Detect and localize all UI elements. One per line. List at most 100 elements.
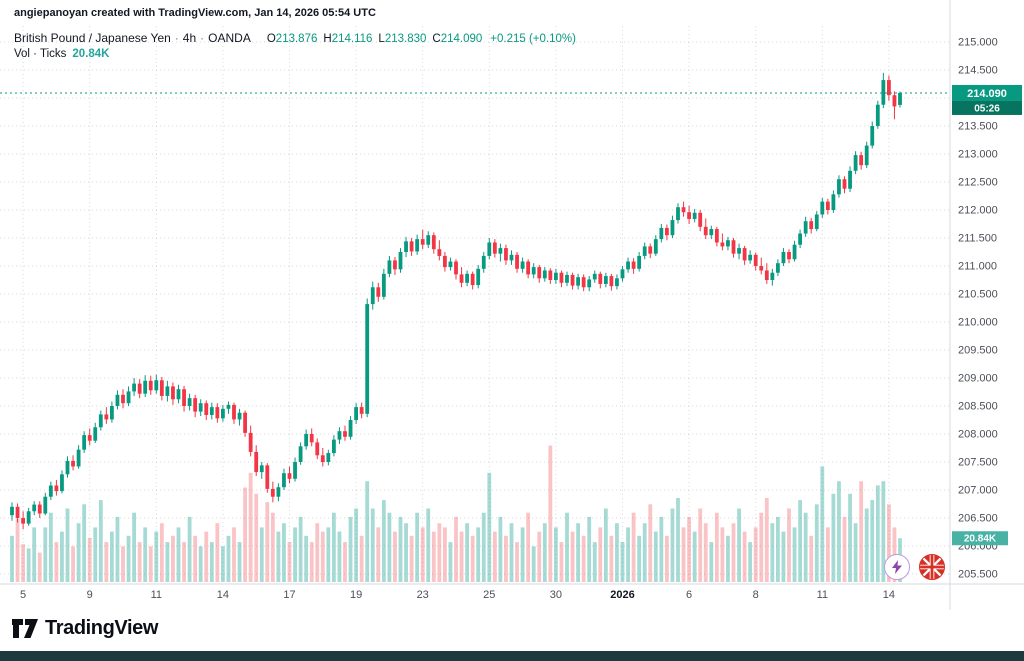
volume-bar[interactable] xyxy=(798,500,802,582)
volume-bar[interactable] xyxy=(165,542,170,582)
volume-bar[interactable] xyxy=(10,535,14,582)
candle-body[interactable] xyxy=(504,248,508,261)
volume-bar[interactable] xyxy=(820,466,825,583)
volume-bar[interactable] xyxy=(182,542,186,582)
candle-body[interactable] xyxy=(737,248,741,254)
candle-body[interactable] xyxy=(570,274,575,286)
candle-body[interactable] xyxy=(376,287,381,297)
volume-bar[interactable] xyxy=(509,523,514,582)
volume-bar[interactable] xyxy=(104,542,109,582)
candle-body[interactable] xyxy=(54,485,59,492)
volume-bar[interactable] xyxy=(814,504,819,582)
volume-bar[interactable] xyxy=(381,500,386,582)
volume-bar[interactable] xyxy=(609,535,614,582)
candle-body[interactable] xyxy=(676,207,680,221)
candle-body[interactable] xyxy=(404,241,408,252)
volume-bar[interactable] xyxy=(659,516,664,582)
candle-body[interactable] xyxy=(320,455,325,462)
volume-bar[interactable] xyxy=(687,516,691,582)
candle-body[interactable] xyxy=(559,272,564,283)
volume-bar[interactable] xyxy=(459,531,464,582)
candle-body[interactable] xyxy=(10,506,14,516)
volume-bar[interactable] xyxy=(137,542,142,582)
candle-body[interactable] xyxy=(182,389,186,406)
volume-bar[interactable] xyxy=(126,535,131,582)
candle-body[interactable] xyxy=(626,261,630,270)
candle-body[interactable] xyxy=(703,226,708,236)
candle-body[interactable] xyxy=(226,404,231,409)
candle-body[interactable] xyxy=(598,273,603,284)
volume-bar[interactable] xyxy=(753,527,758,582)
candle-body[interactable] xyxy=(348,420,353,437)
candle-body[interactable] xyxy=(726,240,730,247)
candle-body[interactable] xyxy=(137,383,142,394)
candle-body[interactable] xyxy=(93,427,98,441)
candle-body[interactable] xyxy=(615,278,619,287)
candle-body[interactable] xyxy=(542,270,547,279)
candle-body[interactable] xyxy=(509,254,514,261)
volume-bar[interactable] xyxy=(232,527,236,582)
volume-bar[interactable] xyxy=(426,508,431,583)
volume-bar[interactable] xyxy=(110,531,114,582)
candle-body[interactable] xyxy=(132,383,136,392)
candle-body[interactable] xyxy=(82,435,87,450)
volume-bar[interactable] xyxy=(881,481,886,582)
volume-bar[interactable] xyxy=(254,493,259,582)
candle-body[interactable] xyxy=(776,263,780,273)
volume-bar[interactable] xyxy=(481,512,486,582)
volume-bar[interactable] xyxy=(531,546,536,582)
volume-bar[interactable] xyxy=(76,523,81,582)
volume-study-title[interactable]: Vol · Ticks xyxy=(14,48,67,60)
volume-bar[interactable] xyxy=(337,531,342,582)
volume-bar[interactable] xyxy=(526,512,531,582)
candle-body[interactable] xyxy=(76,449,81,467)
candle-body[interactable] xyxy=(298,446,303,462)
volume-bar[interactable] xyxy=(781,531,786,582)
candle-body[interactable] xyxy=(254,451,259,473)
candle-body[interactable] xyxy=(171,386,175,400)
candle-body[interactable] xyxy=(487,242,492,256)
candle-body[interactable] xyxy=(332,439,336,454)
volume-bar[interactable] xyxy=(148,546,153,582)
volume-bar[interactable] xyxy=(454,516,458,582)
volume-bar[interactable] xyxy=(304,535,309,582)
candle-body[interactable] xyxy=(359,407,364,414)
candle-body[interactable] xyxy=(154,380,159,391)
volume-bar[interactable] xyxy=(603,508,608,583)
candle-body[interactable] xyxy=(465,273,469,283)
volume-bar[interactable] xyxy=(226,535,231,582)
volume-bar[interactable] xyxy=(831,493,836,582)
volume-bar[interactable] xyxy=(720,527,725,582)
candle-body[interactable] xyxy=(270,488,275,497)
candle-body[interactable] xyxy=(315,442,320,456)
volume-bar[interactable] xyxy=(576,523,580,582)
volume-bar[interactable] xyxy=(248,472,253,582)
volume-bar[interactable] xyxy=(726,535,730,582)
tradingview-logo[interactable]: TradingView xyxy=(12,617,158,640)
candle-body[interactable] xyxy=(809,221,814,230)
volume-bar[interactable] xyxy=(487,472,492,582)
volume-bar[interactable] xyxy=(448,542,453,582)
candle-body[interactable] xyxy=(853,155,858,171)
candle-body[interactable] xyxy=(787,252,791,260)
candle-body[interactable] xyxy=(60,474,64,492)
candle-body[interactable] xyxy=(476,268,481,286)
volume-bar[interactable] xyxy=(398,516,403,582)
volume-bar[interactable] xyxy=(32,527,37,582)
volume-bar[interactable] xyxy=(71,546,75,582)
candle-body[interactable] xyxy=(792,244,797,260)
candle-body[interactable] xyxy=(98,414,103,428)
candle-body[interactable] xyxy=(759,266,764,271)
volume-bar[interactable] xyxy=(237,542,242,582)
volume-bar[interactable] xyxy=(698,508,703,583)
volume-bar[interactable] xyxy=(282,523,286,582)
volume-bar[interactable] xyxy=(731,523,736,582)
candle-body[interactable] xyxy=(282,473,286,488)
candle-body[interactable] xyxy=(365,304,370,414)
volume-bar[interactable] xyxy=(343,542,347,582)
volume-bar[interactable] xyxy=(598,527,603,582)
candle-body[interactable] xyxy=(825,201,830,210)
candle-body[interactable] xyxy=(143,380,148,394)
volume-bar[interactable] xyxy=(348,516,353,582)
candle-body[interactable] xyxy=(409,241,414,252)
